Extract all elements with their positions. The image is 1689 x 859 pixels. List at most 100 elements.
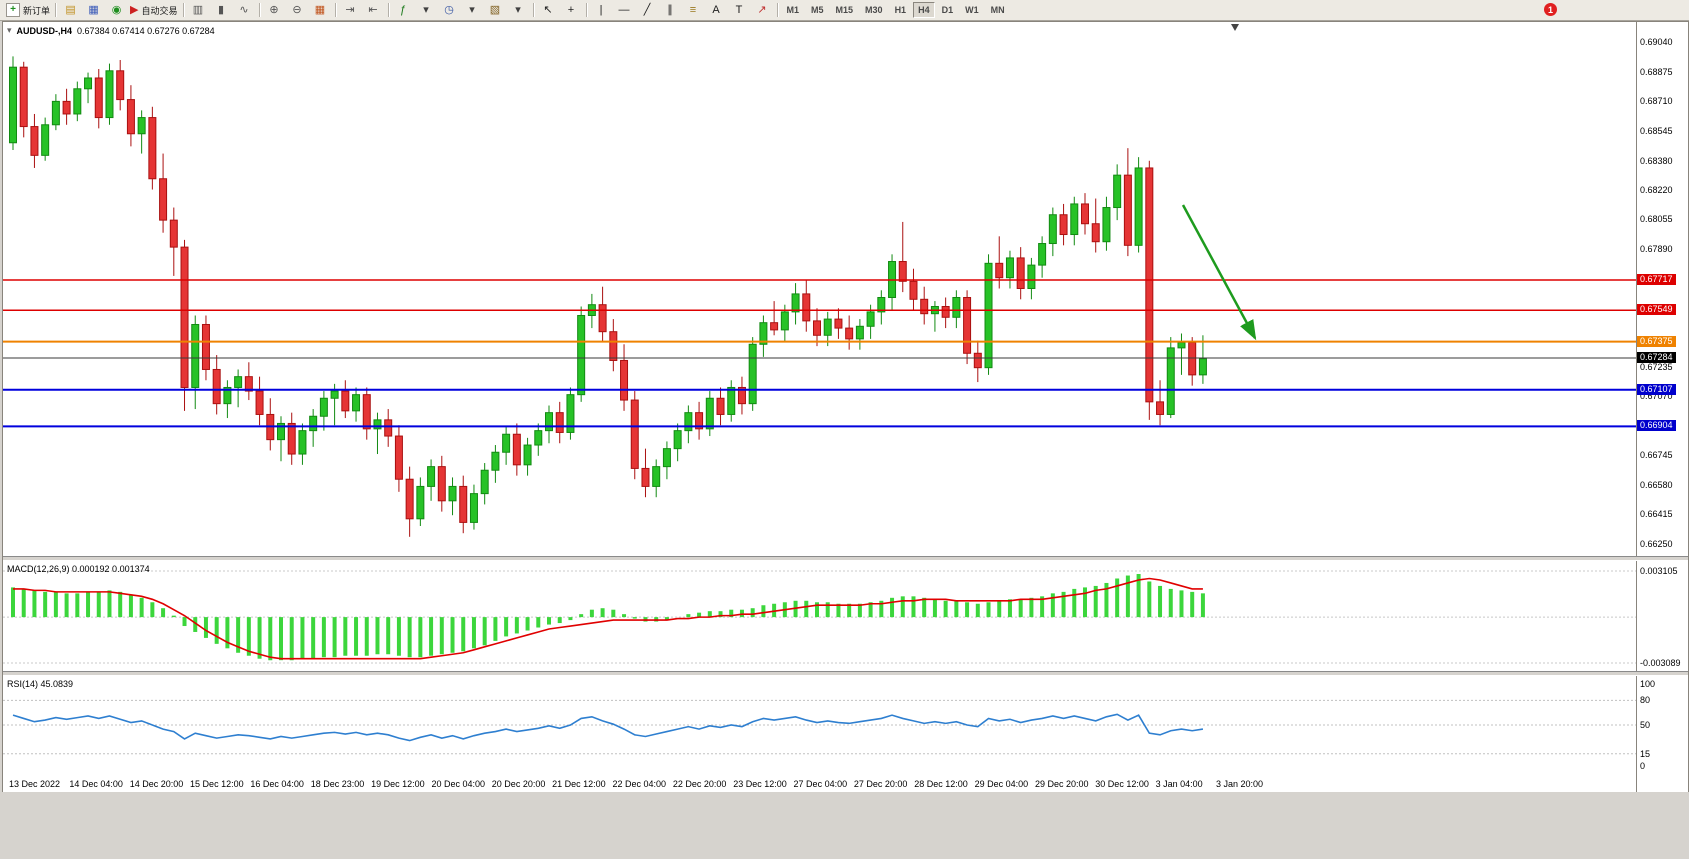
candle-body xyxy=(791,293,800,313)
timeframe-h4[interactable]: H4 xyxy=(913,2,935,18)
periods-button[interactable]: ◷ xyxy=(438,1,461,19)
candle-body xyxy=(684,412,693,432)
rsi-panel[interactable]: RSI(14) 45.0839 xyxy=(3,676,1636,774)
candle-body xyxy=(19,66,28,128)
main-chart-plot[interactable]: ▾ AUDUSD-,H4 0.67384 0.67414 0.67276 0.6… xyxy=(3,22,1636,556)
arrow-objects-button[interactable]: ↗ xyxy=(751,1,774,19)
rsi-axis-label: 80 xyxy=(1640,695,1651,706)
time-axis-label: 27 Dec 20:00 xyxy=(853,779,908,789)
cursor-button[interactable]: ↖ xyxy=(537,1,560,19)
indicators-caret-button[interactable]: ▾ xyxy=(415,1,438,19)
chart-context-caret-icon[interactable]: ▾ xyxy=(7,25,12,35)
candle-body xyxy=(523,444,532,466)
zoom-out-button[interactable]: ⊖ xyxy=(286,1,309,19)
candle-body xyxy=(201,323,210,370)
templates-caret-button[interactable]: ▾ xyxy=(507,1,530,19)
time-axis-label: 22 Dec 04:00 xyxy=(612,779,667,789)
fibonacci-button[interactable]: ≡ xyxy=(682,1,705,19)
sounds-icon: ◉ xyxy=(111,4,122,16)
timeframe-m15[interactable]: M15 xyxy=(835,5,854,15)
channel-button[interactable]: ∥ xyxy=(659,1,682,19)
rsi-axis: 100 80 50 15 0 xyxy=(1636,676,1688,774)
candle-body xyxy=(780,311,789,331)
candle-body xyxy=(1134,167,1143,246)
tile-windows-button[interactable]: ▦ xyxy=(309,1,332,19)
price-axis-badge: 0.66904 xyxy=(1637,420,1676,432)
price-axis-label: 0.66580 xyxy=(1640,479,1673,490)
price-axis-label: 0.66250 xyxy=(1640,539,1673,549)
candle-body xyxy=(823,318,832,336)
candle-body xyxy=(1198,358,1207,376)
price-axis-label: 0.67235 xyxy=(1640,361,1673,372)
chart-shift-button[interactable]: ⇤ xyxy=(362,1,385,19)
autotrading-button[interactable]: ▶ 自动交易 xyxy=(128,1,179,19)
candle-body xyxy=(920,298,929,315)
zoom-in-button[interactable]: ⊕ xyxy=(263,1,286,19)
timeframe-w1[interactable]: W1 xyxy=(965,5,979,15)
rsi-axis-label: 50 xyxy=(1640,720,1651,730)
time-axis[interactable]: 13 Dec 2022 14 Dec 04:00 14 Dec 20:00 15 De… xyxy=(3,774,1636,795)
toolbar-separator xyxy=(334,3,336,17)
timeframe-m30[interactable]: M30 xyxy=(865,5,883,15)
candle-body xyxy=(941,305,950,318)
timeframe-h1[interactable]: H1 xyxy=(894,5,907,15)
timeframe-m5[interactable]: M5 xyxy=(811,5,824,15)
price-axis[interactable]: 0.69040 0.68875 0.68710 0.68545 0.68380 0.682… xyxy=(1636,22,1688,556)
macd-panel[interactable]: MACD(12,26,9) 0.000192 0.001374 xyxy=(3,561,1636,671)
rsi-axis-label: 15 xyxy=(1640,748,1651,759)
candlestick-chart-button[interactable]: ▮ xyxy=(210,1,233,19)
bars-chart-button[interactable]: ▥ xyxy=(187,1,210,19)
indicators-button[interactable]: ƒ xyxy=(392,1,415,19)
candle-body xyxy=(1102,207,1111,243)
sounds-button[interactable]: ◉ xyxy=(105,1,128,19)
chart-shift-marker[interactable] xyxy=(1231,24,1239,31)
panel-splitter[interactable] xyxy=(3,556,1688,561)
panel-splitter[interactable] xyxy=(3,671,1688,676)
axis-corner xyxy=(1636,774,1688,795)
candle-body xyxy=(212,368,221,405)
time-axis-label: 18 Dec 23:00 xyxy=(310,779,365,789)
crosshair-button[interactable]: + xyxy=(560,1,583,19)
candle-body xyxy=(555,412,564,433)
chart-shift-icon: ⇤ xyxy=(368,4,378,16)
text-label-button[interactable]: T xyxy=(728,1,751,19)
vertical-line-button[interactable]: | xyxy=(590,1,613,19)
candle-body xyxy=(512,433,521,466)
candle-body xyxy=(1048,214,1057,245)
tile-windows-icon: ▦ xyxy=(314,4,326,16)
trendline-button[interactable]: ╱ xyxy=(636,1,659,19)
time-axis-label: 15 Dec 12:00 xyxy=(190,779,244,789)
market-watch-button[interactable]: ▤ xyxy=(59,1,82,19)
candle-body xyxy=(984,262,993,369)
timeframe-mn[interactable]: MN xyxy=(990,5,1005,15)
timeframe-m1[interactable]: M1 xyxy=(786,5,800,15)
macd-axis: 0.003105 -0.003089 xyxy=(1636,561,1688,671)
data-window-button[interactable]: ▦ xyxy=(82,1,105,19)
line-chart-button[interactable]: ∿ xyxy=(233,1,256,19)
candle-body xyxy=(191,323,200,388)
horizontal-line-button[interactable]: ― xyxy=(613,1,636,19)
timeframe-d1[interactable]: D1 xyxy=(941,5,954,15)
time-axis-label: 13 Dec 2022 xyxy=(9,779,61,789)
templates-button[interactable]: ▧ xyxy=(484,1,507,19)
time-axis-label: 16 Dec 04:00 xyxy=(250,779,304,789)
new-order-button[interactable]: + 新订单 xyxy=(4,1,52,19)
crosshair-icon: + xyxy=(567,4,575,16)
chart-ohlc: 0.67384 0.67414 0.67276 0.67284 xyxy=(77,25,215,36)
candle-body xyxy=(169,219,178,248)
candle-body xyxy=(1145,167,1154,403)
candle-body xyxy=(630,399,639,469)
price-axis-label: 0.66415 xyxy=(1640,509,1673,520)
trend-arrow-object[interactable] xyxy=(1181,204,1257,341)
candle-body xyxy=(727,386,736,415)
price-axis-label: 0.69040 xyxy=(1640,37,1673,47)
candle-body xyxy=(609,331,618,361)
candle-body xyxy=(9,66,17,144)
toolbar-separator xyxy=(182,3,184,17)
price-axis-label: 0.66745 xyxy=(1640,449,1673,460)
text-button[interactable]: A xyxy=(705,1,728,19)
candle-body xyxy=(662,448,671,468)
alerts-badge[interactable]: 1 xyxy=(1544,3,1557,16)
periods-caret-button[interactable]: ▾ xyxy=(461,1,484,19)
auto-scroll-button[interactable]: ⇥ xyxy=(339,1,362,19)
